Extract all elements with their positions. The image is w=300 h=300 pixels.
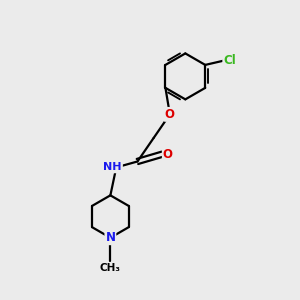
- Text: O: O: [165, 108, 175, 121]
- Text: CH₃: CH₃: [100, 263, 121, 273]
- Text: Cl: Cl: [223, 54, 236, 67]
- Text: O: O: [163, 148, 173, 160]
- Text: NH: NH: [103, 162, 122, 172]
- Text: N: N: [105, 231, 116, 244]
